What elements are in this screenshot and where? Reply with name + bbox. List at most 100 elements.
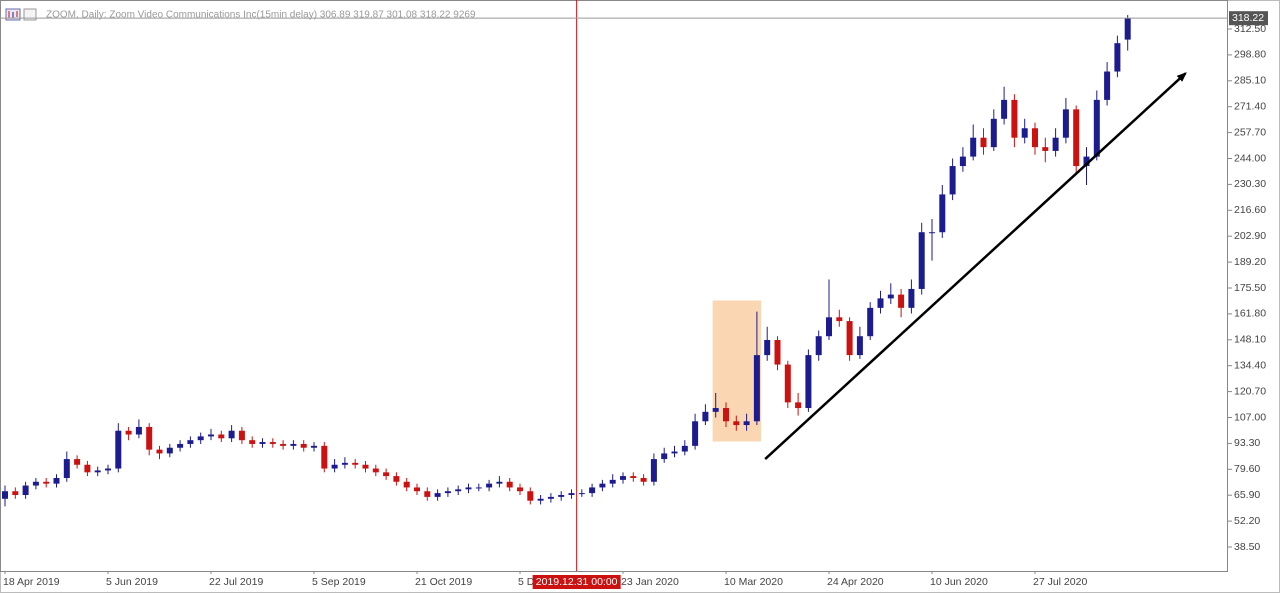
- candle-body: [414, 487, 420, 492]
- y-tick-label: 312.50: [1234, 23, 1266, 35]
- candle-body: [805, 355, 812, 409]
- candle-body: [877, 298, 884, 308]
- y-tick-label: 93.30: [1234, 437, 1260, 449]
- candle-body: [1062, 109, 1069, 138]
- candle-body: [578, 493, 585, 495]
- candle-body: [929, 232, 935, 234]
- candle-body: [84, 464, 91, 473]
- candle-body: [650, 459, 657, 482]
- candle-body: [125, 430, 132, 435]
- candle-body: [228, 430, 235, 439]
- candle-body: [980, 137, 987, 148]
- candle-body: [465, 487, 472, 490]
- candle-body: [702, 411, 709, 422]
- candle-body: [1104, 71, 1111, 100]
- candle-body: [887, 294, 894, 299]
- candle-body: [753, 355, 760, 422]
- highlight-box: [712, 300, 762, 442]
- y-tick-label: 52.20: [1234, 515, 1260, 527]
- candle-body: [1001, 99, 1008, 119]
- candle-body: [135, 426, 142, 435]
- candle-body: [115, 430, 122, 469]
- candle-body: [146, 426, 153, 450]
- candle-body: [12, 491, 19, 496]
- candle-body: [558, 495, 565, 497]
- candle-body: [22, 485, 29, 496]
- y-tick-label: 189.20: [1234, 256, 1266, 268]
- candle-body: [362, 464, 369, 469]
- candle-body: [74, 459, 81, 465]
- y-tick-label: 285.10: [1234, 75, 1266, 87]
- candle-body: [990, 118, 997, 148]
- candle-body: [1021, 128, 1028, 138]
- candle-body: [640, 477, 647, 482]
- x-tick-label: 18 Apr 2019: [3, 576, 60, 588]
- candle-body: [218, 434, 225, 439]
- candle-body: [795, 402, 802, 409]
- x-tick-label: 22 Jul 2019: [209, 576, 263, 588]
- price-tag-bg: [1229, 11, 1268, 26]
- candles: [2, 15, 1131, 507]
- candle-body: [547, 496, 554, 499]
- candle-body: [280, 443, 287, 446]
- y-tick-label: 244.00: [1234, 152, 1266, 164]
- candle-body: [341, 462, 348, 465]
- y-tick-label: 134.40: [1234, 359, 1266, 371]
- candle-body: [599, 483, 606, 488]
- candle-body: [496, 481, 503, 484]
- x-tick-label: 10 Jun 2020: [930, 576, 988, 588]
- candle-body: [661, 453, 668, 460]
- candle-body: [197, 436, 204, 441]
- y-tick-label: 107.00: [1234, 411, 1266, 423]
- candle-body: [1073, 109, 1080, 167]
- candle-body: [918, 232, 925, 289]
- y-tick-label: 271.40: [1234, 100, 1266, 112]
- candle-body: [177, 443, 184, 448]
- candle-body: [589, 487, 596, 494]
- y-tick-label: 257.70: [1234, 126, 1266, 138]
- candle-body: [238, 430, 245, 441]
- plot-area: [0, 0, 1228, 572]
- candle-body: [826, 317, 832, 337]
- candle-body: [1083, 156, 1090, 167]
- candle-body: [537, 498, 544, 501]
- y-tick-label: 161.80: [1234, 308, 1266, 320]
- y-tick-label: 216.60: [1234, 204, 1266, 216]
- crosshair-label: 2019.12.31 00:00: [536, 576, 618, 588]
- x-tick-label: 27 Jul 2020: [1033, 576, 1087, 588]
- candle-body: [331, 464, 338, 469]
- candle-body: [259, 442, 266, 444]
- candle-body: [764, 339, 771, 356]
- candle-body: [372, 468, 379, 473]
- candle-body: [290, 443, 297, 446]
- y-tick-label: 298.80: [1234, 49, 1266, 61]
- candle-body: [743, 421, 750, 426]
- candle-body: [856, 336, 863, 356]
- candle-body: [568, 493, 575, 496]
- candle-body: [269, 442, 276, 444]
- candle-body: [63, 459, 70, 478]
- chart-title: ZOOM, Daily: Zoom Video Communications I…: [46, 10, 476, 21]
- candle-body: [517, 487, 523, 492]
- candle-body: [959, 156, 966, 167]
- price-tag: 318.22: [1232, 12, 1264, 24]
- candle-body: [630, 476, 637, 478]
- y-tick-label: 175.50: [1234, 282, 1266, 294]
- y-tick-label: 120.70: [1234, 385, 1266, 397]
- candle-body: [527, 491, 534, 501]
- candle-body: [609, 479, 616, 484]
- candle-body: [455, 489, 462, 492]
- candle-body: [156, 449, 163, 454]
- candle-body: [32, 481, 39, 486]
- y-tick-label: 65.90: [1234, 489, 1260, 501]
- candle-body: [846, 321, 853, 356]
- candle-body: [1124, 18, 1131, 40]
- candle-body: [166, 447, 173, 454]
- candle-body: [939, 194, 946, 233]
- x-tick-label: 5 Sep 2019: [312, 576, 366, 588]
- candle-body: [712, 408, 719, 412]
- candle-body: [249, 440, 256, 444]
- candle-body: [43, 481, 50, 484]
- candle-body: [1011, 99, 1018, 138]
